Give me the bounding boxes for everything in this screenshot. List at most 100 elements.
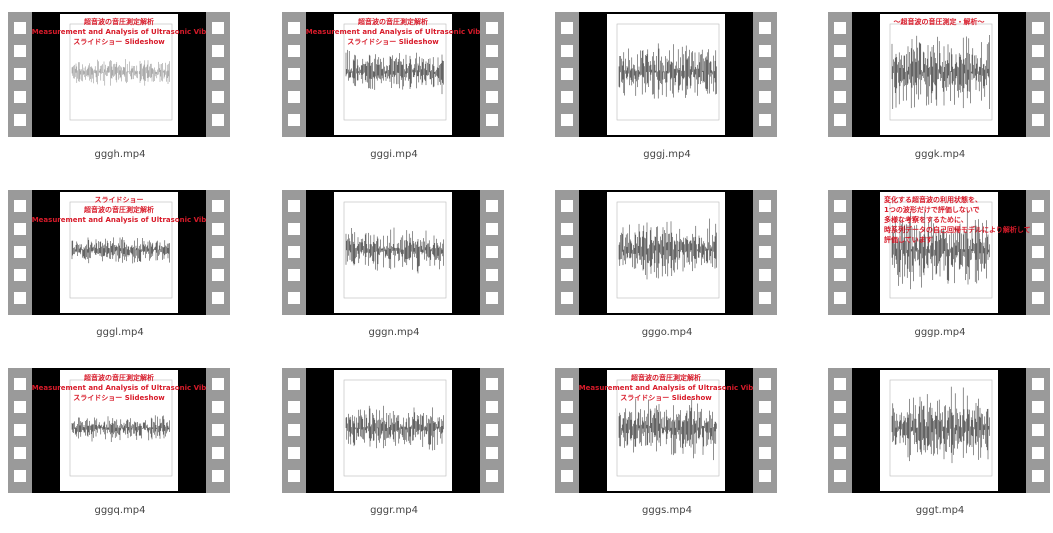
video-thumbnail: ～超音波の音圧測定・解析～ <box>828 12 1050 137</box>
sprocket <box>288 114 300 126</box>
file-name: gggl.mp4 <box>96 327 144 338</box>
overlay-text: スライドショー Slideshow <box>73 394 165 402</box>
sprocket <box>212 470 224 482</box>
file-item[interactable]: スライドショー 超音波の音圧測定解析 Measurement and Analysi… <box>8 190 232 355</box>
sprocket <box>288 223 300 235</box>
sprocket <box>834 401 846 413</box>
sprocket <box>834 424 846 436</box>
sprocket <box>14 447 26 459</box>
sprocket <box>1032 424 1044 436</box>
waveform <box>71 237 170 264</box>
sprocket <box>561 91 573 103</box>
sprocket <box>759 447 771 459</box>
sprocket <box>561 470 573 482</box>
plot-box <box>69 201 173 299</box>
file-name: gggt.mp4 <box>915 505 965 516</box>
plot-box <box>889 23 993 121</box>
file-name: gggp.mp4 <box>914 327 966 338</box>
plot-box <box>616 201 720 299</box>
sprocket <box>14 401 26 413</box>
file-item[interactable]: 変化する超音波の利用状態を、 1つの波形だけで評価しないで 多様な考察をするために、… <box>828 190 1052 355</box>
sprocket <box>486 269 498 281</box>
overlay-text: Measurement and Analysis of Ultrasonic V… <box>32 216 207 224</box>
sprocket <box>1032 246 1044 258</box>
sprocket <box>288 91 300 103</box>
overlay-text: スライドショー Slideshow <box>347 38 439 46</box>
sprocket <box>212 22 224 34</box>
sprocket <box>759 292 771 304</box>
file-item[interactable]: gggr.mp4 <box>282 368 506 533</box>
sprocket <box>759 22 771 34</box>
overlay-text: 超音波の音圧測定解析 <box>84 373 154 382</box>
waveform <box>618 218 717 280</box>
sprocket <box>486 246 498 258</box>
sprocket <box>834 22 846 34</box>
sprocket <box>212 246 224 258</box>
sprocket <box>759 114 771 126</box>
overlay-text: Measurement and Analysis of Ultrasonic V… <box>32 384 207 392</box>
sprocket <box>759 470 771 482</box>
sprocket <box>14 269 26 281</box>
sprocket <box>1032 22 1044 34</box>
plot-box <box>69 23 173 121</box>
sprocket <box>561 401 573 413</box>
overlay-text: スライドショー <box>95 196 144 204</box>
file-item[interactable]: 超音波の音圧測定解析 Measurement and Analysis of Ul… <box>8 12 232 177</box>
file-name: gggj.mp4 <box>643 149 691 160</box>
sprocket <box>288 200 300 212</box>
sprocket <box>212 223 224 235</box>
sprocket <box>759 269 771 281</box>
sprocket <box>834 223 846 235</box>
sprocket <box>288 246 300 258</box>
waveform <box>891 386 990 464</box>
sprocket <box>561 378 573 390</box>
sprocket <box>486 447 498 459</box>
overlay-text: Measurement and Analysis of Ultrasonic V… <box>306 28 481 36</box>
sprocket <box>561 114 573 126</box>
frame <box>880 14 998 135</box>
file-item[interactable]: gggj.mp4 <box>555 12 779 177</box>
sprocket <box>288 292 300 304</box>
overlay-text: ～超音波の音圧測定・解析～ <box>894 17 985 26</box>
sprocket <box>1032 378 1044 390</box>
sprocket <box>212 200 224 212</box>
file-name: gggk.mp4 <box>914 149 966 160</box>
file-item[interactable]: 超音波の音圧測定解析 Measurement and Analysis of Ul… <box>282 12 506 177</box>
sprocket <box>288 269 300 281</box>
sprocket <box>486 45 498 57</box>
file-item[interactable]: ～超音波の音圧測定・解析～ gggk.mp4 <box>828 12 1052 177</box>
sprocket <box>288 378 300 390</box>
file-item[interactable]: gggn.mp4 <box>282 190 506 355</box>
file-item[interactable]: 超音波の音圧測定解析 Measurement and Analysis of Ul… <box>8 368 232 533</box>
sprocket <box>212 68 224 80</box>
sprocket <box>759 91 771 103</box>
sprocket <box>212 401 224 413</box>
file-name: gggs.mp4 <box>642 505 692 516</box>
video-thumbnail: 超音波の音圧測定解析 Measurement and Analysis of Ul… <box>8 368 230 493</box>
sprocket <box>561 246 573 258</box>
sprocket <box>14 246 26 258</box>
sprocket <box>561 68 573 80</box>
overlay-text: 評価しています <box>884 235 933 244</box>
sprocket <box>561 447 573 459</box>
plot-box <box>343 23 447 121</box>
sprocket <box>486 378 498 390</box>
sprocket <box>834 269 846 281</box>
sprocket <box>834 45 846 57</box>
sprocket <box>561 424 573 436</box>
waveform <box>891 35 990 109</box>
sprocket <box>1032 91 1044 103</box>
sprocket <box>486 91 498 103</box>
sprocket <box>14 114 26 126</box>
overlay-text: 変化する超音波の利用状態を、 <box>884 195 982 204</box>
sprocket <box>14 45 26 57</box>
file-item[interactable]: 超音波の音圧測定解析 Measurement and Analysis of Ul… <box>555 368 779 533</box>
waveform <box>345 227 444 274</box>
sprocket <box>1032 292 1044 304</box>
sprocket <box>14 292 26 304</box>
waveform <box>618 43 717 99</box>
sprocket <box>759 45 771 57</box>
file-item[interactable]: gggo.mp4 <box>555 190 779 355</box>
file-item[interactable]: gggt.mp4 <box>828 368 1052 533</box>
